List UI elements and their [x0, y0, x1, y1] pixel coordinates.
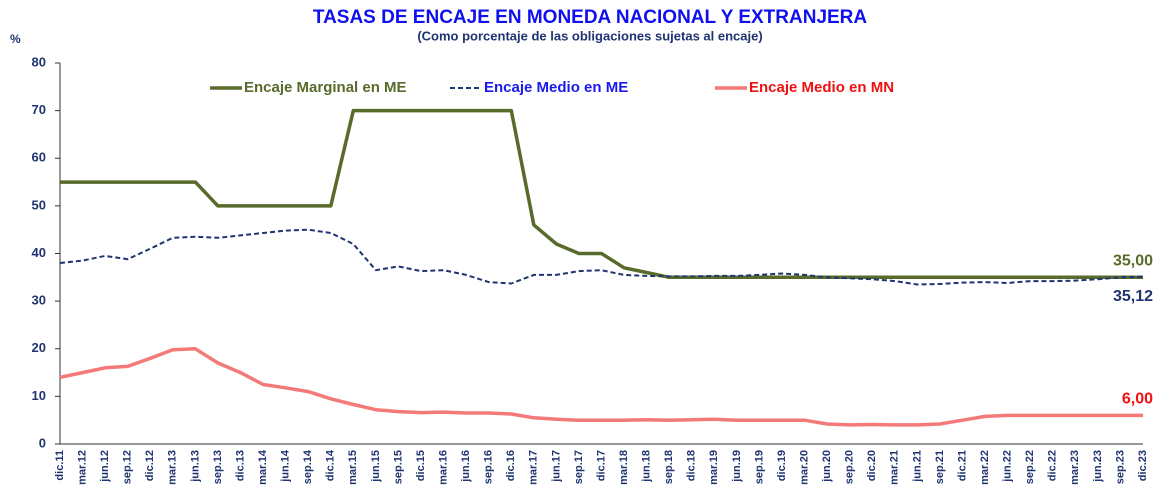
- y-tick-label: 10: [32, 388, 46, 403]
- x-tick-label: mar.12: [76, 450, 88, 485]
- x-tick-label: dic.18: [686, 450, 698, 481]
- x-tick-label: jun.22: [1002, 450, 1014, 483]
- x-tick-label: sep.17: [573, 450, 585, 484]
- x-tick-label: dic.11: [54, 450, 66, 481]
- y-axis-label: %: [10, 32, 21, 46]
- x-tick-label: jun.15: [370, 450, 382, 483]
- x-tick-label: sep.19: [753, 450, 765, 484]
- value-label: 35,00: [1113, 253, 1153, 270]
- x-tick-label: mar.20: [798, 450, 810, 485]
- legend-label: Encaje Medio en MN: [749, 79, 894, 96]
- x-tick-label: jun.18: [641, 450, 653, 483]
- x-tick-label: mar.19: [708, 450, 720, 485]
- x-tick-label: jun.16: [460, 450, 472, 483]
- x-tick-label: mar.18: [618, 450, 630, 485]
- x-tick-label: sep.15: [392, 450, 404, 484]
- x-tick-label: sep.14: [302, 449, 314, 484]
- chart-title: TASAS DE ENCAJE EN MONEDA NACIONAL Y EXT…: [313, 7, 868, 28]
- x-tick-label: dic.21: [956, 450, 968, 481]
- x-tick-label: dic.20: [866, 450, 878, 481]
- x-tick-label: dic.12: [144, 450, 156, 481]
- x-tick-label: jun.19: [731, 450, 743, 483]
- x-tick-label: dic.16: [505, 450, 517, 481]
- x-tick-label: dic.14: [325, 449, 337, 481]
- y-tick-label: 60: [32, 150, 46, 165]
- x-tick-label: jun.12: [99, 450, 111, 483]
- x-tick-label: jun.20: [821, 450, 833, 483]
- x-tick-label: jun.17: [550, 450, 562, 483]
- series-line: [59, 228, 1144, 286]
- y-tick-label: 40: [32, 245, 46, 260]
- x-tick-label: sep.21: [934, 450, 946, 484]
- series-line: [59, 347, 1143, 427]
- y-tick-label: 50: [32, 197, 46, 212]
- x-tick-label: jun.13: [189, 450, 201, 483]
- legend-label: Encaje Marginal en ME: [244, 79, 407, 96]
- y-tick-label: 80: [32, 54, 46, 69]
- chart-subtitle: (Como porcentaje de las obligaciones suj…: [417, 28, 762, 43]
- x-tick-label: mar.14: [257, 449, 269, 485]
- x-tick-label: mar.22: [979, 450, 991, 485]
- x-tick-label: dic.19: [776, 450, 788, 481]
- value-label: 35,12: [1113, 288, 1153, 305]
- x-tick-label: sep.22: [1024, 450, 1036, 484]
- series-line: [60, 108, 1143, 280]
- x-tick-label: dic.23: [1137, 450, 1149, 481]
- x-tick-label: mar.17: [528, 450, 540, 485]
- x-tick-label: sep.20: [844, 450, 856, 484]
- y-tick-label: 0: [39, 435, 46, 450]
- x-tick-label: mar.13: [167, 450, 179, 485]
- x-tick-label: dic.15: [415, 450, 427, 481]
- x-tick-label: sep.12: [122, 450, 134, 484]
- y-tick-label: 30: [32, 293, 46, 308]
- x-tick-label: sep.23: [1114, 450, 1126, 484]
- x-tick-label: jun.14: [280, 449, 292, 483]
- value-label: 6,00: [1122, 391, 1153, 408]
- x-tick-label: dic.22: [1047, 450, 1059, 481]
- x-tick-label: mar.16: [437, 450, 449, 485]
- legend-label: Encaje Medio en ME: [484, 79, 628, 96]
- x-tick-label: jun.21: [911, 450, 923, 483]
- x-tick-label: sep.18: [663, 450, 675, 484]
- x-tick-label: sep.16: [483, 450, 495, 484]
- y-tick-label: 70: [32, 102, 46, 117]
- x-tick-label: mar.23: [1069, 450, 1081, 485]
- x-tick-label: mar.21: [889, 450, 901, 485]
- x-tick-label: jun.23: [1092, 450, 1104, 483]
- x-tick-label: sep.13: [212, 450, 224, 484]
- x-tick-label: dic.13: [234, 450, 246, 481]
- x-tick-label: mar.15: [347, 450, 359, 485]
- y-tick-label: 20: [32, 340, 46, 355]
- x-tick-label: dic.17: [595, 450, 607, 481]
